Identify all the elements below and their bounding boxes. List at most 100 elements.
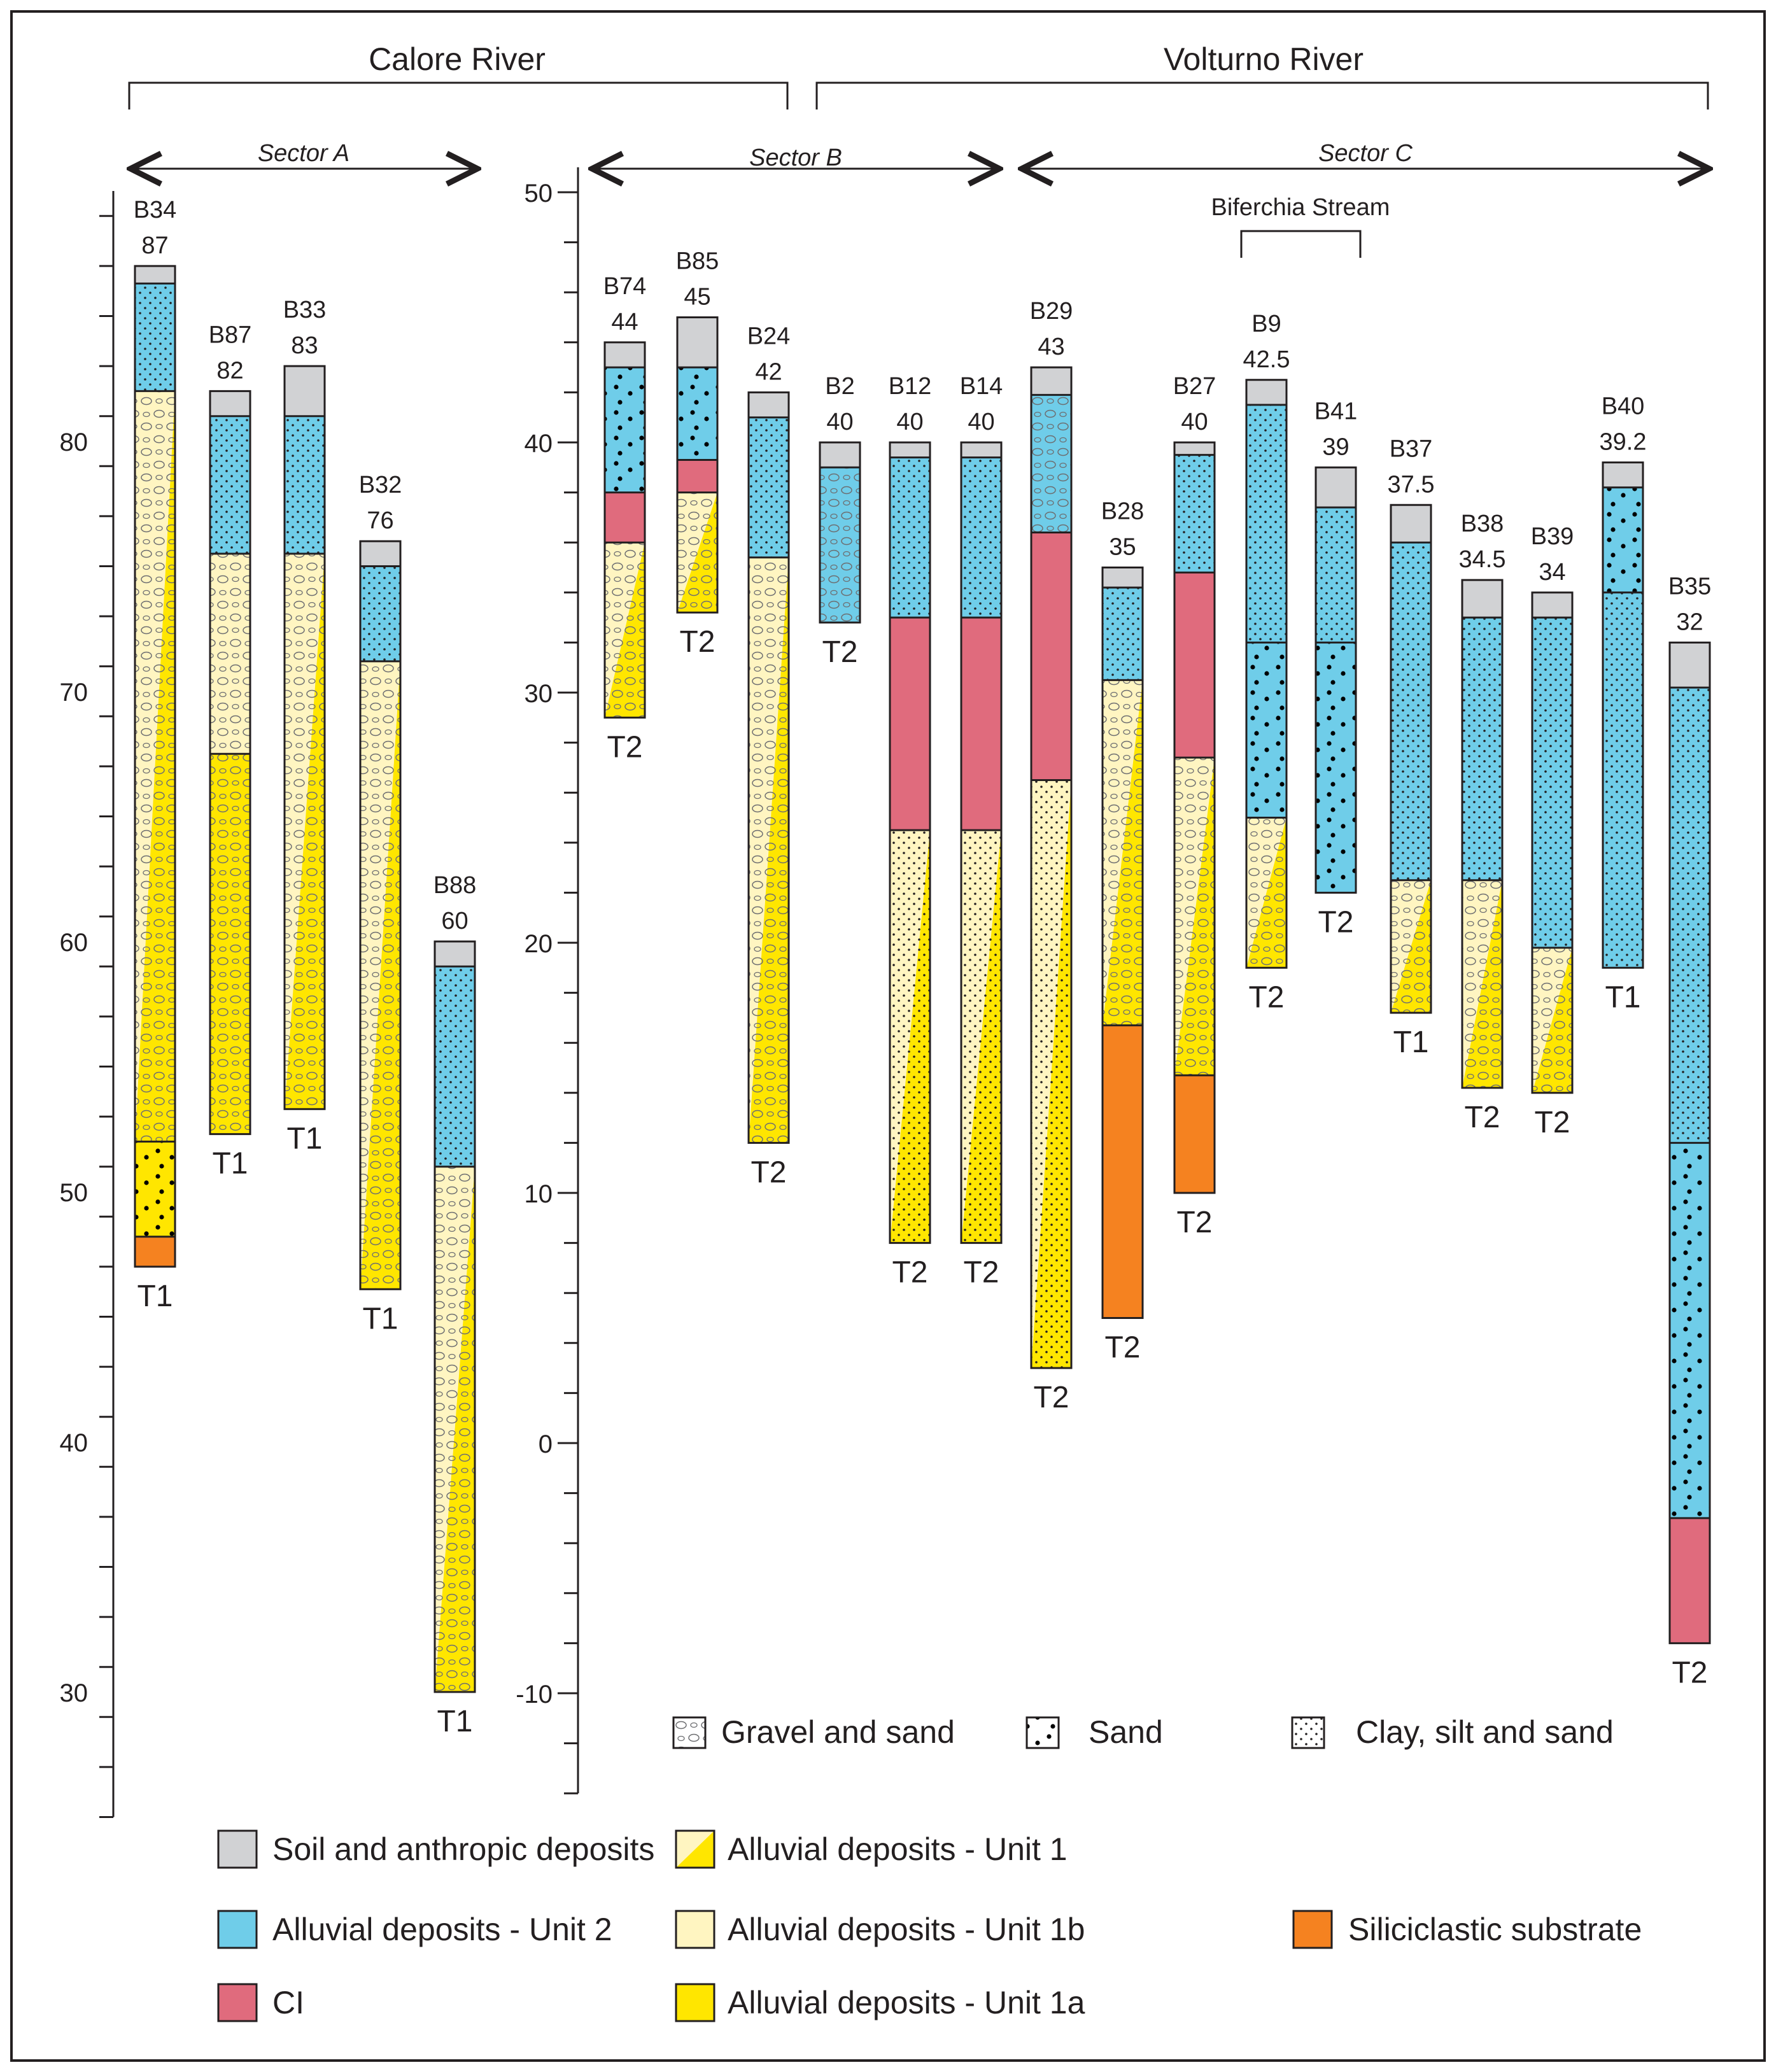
borehole-b27-layer-unit1-texture [1174,758,1215,1076]
borehole-elevation: 40 [896,409,923,435]
borehole-b12-layer-ci [890,617,930,831]
borehole-b87-outline [209,390,251,1136]
borehole-b39-layer-unit1-texture [1532,947,1572,1093]
borehole-b29-outline [1030,366,1073,1369]
legend-swatch-unit1 [675,1829,715,1869]
axis_right-tick-label: 10 [525,1180,553,1208]
borehole-b32-layer-soil [360,541,400,567]
borehole-name: B32 [359,472,402,498]
borehole-name: B34 [134,197,177,223]
calore-river-title: Calore River [369,41,546,77]
borehole-b27-layer-substrate [1174,1075,1215,1193]
borehole-b32-layer-unit2-texture [360,566,400,661]
borehole-elevation: 42 [755,358,782,385]
borehole-name: B33 [283,297,327,323]
calore-river-bracket [128,81,789,109]
borehole-b34: B34 87 T1 [134,197,177,1313]
axis_left-tick-label: 70 [60,679,88,707]
borehole-terrace: T2 [1176,1206,1212,1239]
borehole-elevation: 60 [441,908,468,934]
borehole-b12-layer-soil [890,442,930,458]
legend-swatch-unit2 [217,1910,258,1949]
borehole-name: B12 [889,373,932,400]
borehole-terrace: T2 [1534,1106,1570,1139]
borehole-elevation: 37.5 [1388,471,1435,498]
borehole-b27-outline [1173,441,1216,1194]
borehole-terrace: T2 [751,1155,786,1189]
borehole-name: B27 [1173,373,1216,400]
borehole-elevation: 34.5 [1459,546,1506,573]
borehole-elevation: 40 [826,409,853,435]
left-elevation-axis: 30 40 50 60 70 80 [60,191,115,1818]
borehole-b14-outline [960,441,1003,1244]
borehole-b2-outline [819,441,861,624]
borehole-b35-layer-unit2-texture [1670,1143,1710,1518]
borehole-b35-outline [1668,641,1711,1644]
borehole-b28-layer-soil [1103,567,1143,588]
borehole-elevation: 34 [1539,559,1565,586]
borehole-b41-layer-soil [1316,467,1356,508]
borehole-terrace: T2 [1464,1101,1500,1134]
borehole-elevation: 39.2 [1600,428,1647,455]
borehole-b27-layer-ci [1174,572,1215,758]
borehole-b32-layer-unit1-texture [360,661,400,1290]
borehole-b14-layer-soil [961,442,1001,458]
borehole-b74: B74 44 T2 [603,273,647,765]
borehole-b88-layer-soil [435,941,475,967]
borehole-name: B40 [1602,393,1645,419]
axis_left-tick-label: 40 [60,1429,88,1457]
borehole-terrace: T2 [1033,1381,1069,1414]
borehole-b9: B9 42.5 T2 [1243,311,1290,1015]
borehole-b87-layer-unit1b-texture [210,553,250,754]
volturno-river-title: Volturno River [1164,41,1364,77]
borehole-elevation: 35 [1109,534,1136,561]
borehole-b35-layer-unit2-texture [1670,687,1710,1143]
legend-swatch-ci [217,1983,258,2022]
borehole-b34-layer-soil [135,265,175,284]
borehole-name: B35 [1668,573,1712,600]
borehole-name: B37 [1390,435,1433,462]
borehole-b38-outline [1461,579,1504,1089]
legend-label-unit1a: Alluvial deposits - Unit 1a [728,1985,1085,2020]
borehole-elevation: 76 [367,507,393,534]
borehole-b74-layer-unit1-texture [605,542,645,718]
borehole-b24-layer-unit2-texture [749,417,789,558]
borehole-elevation: 44 [611,309,638,335]
borehole-elevation: 87 [141,232,168,259]
borehole-b9-outline [1245,379,1288,969]
axis_left-tick-label: 30 [60,1679,88,1707]
borehole-b74-layer-ci [605,492,645,543]
borehole-b12-layer-unit2-texture [890,457,930,618]
borehole-b33: B33 83 T1 [283,297,327,1155]
borehole-b35: B35 32 T2 [1668,573,1712,1689]
borehole-b27-layer-soil [1174,442,1215,455]
borehole-b37-layer-unit1-texture [1391,880,1431,1013]
legend-swatch-gravel [672,1716,707,1749]
biferchia-stream-bracket [1240,230,1362,258]
borehole-b24-outline [747,391,790,1144]
borehole-elevation: 32 [1676,609,1703,635]
axis_right-tick-label: 40 [525,430,553,458]
borehole-elevation: 83 [291,332,318,359]
legend-swatch-clay [1291,1716,1325,1749]
axis_right-tick-label: 0 [539,1430,553,1458]
biferchia-stream-label: Biferchia Stream [1211,194,1390,221]
borehole-b2: B2 40 T2 [819,373,861,669]
borehole-b29: B29 43 T2 [1030,298,1073,1414]
borehole-elevation: 39 [1322,433,1349,460]
borehole-b41-outline [1314,466,1357,894]
borehole-b39-layer-unit2-texture [1532,617,1572,948]
borehole-b33-layer-soil [285,366,325,416]
axis_right-tick-label: -10 [516,1681,553,1709]
legend-label-soil: Soil and anthropic deposits [272,1831,654,1867]
borehole-elevation: 45 [684,284,710,311]
borehole-b74-outline [603,341,646,719]
borehole-b14: B14 40 T2 [960,373,1003,1290]
borehole-terrace: T2 [679,625,715,659]
borehole-elevation: 40 [1181,409,1208,435]
borehole-name: B24 [747,323,791,349]
borehole-terrace: T2 [1318,905,1353,939]
legend-label-clay: Clay, silt and sand [1356,1714,1614,1750]
axis_left-tick-label: 50 [60,1179,88,1207]
